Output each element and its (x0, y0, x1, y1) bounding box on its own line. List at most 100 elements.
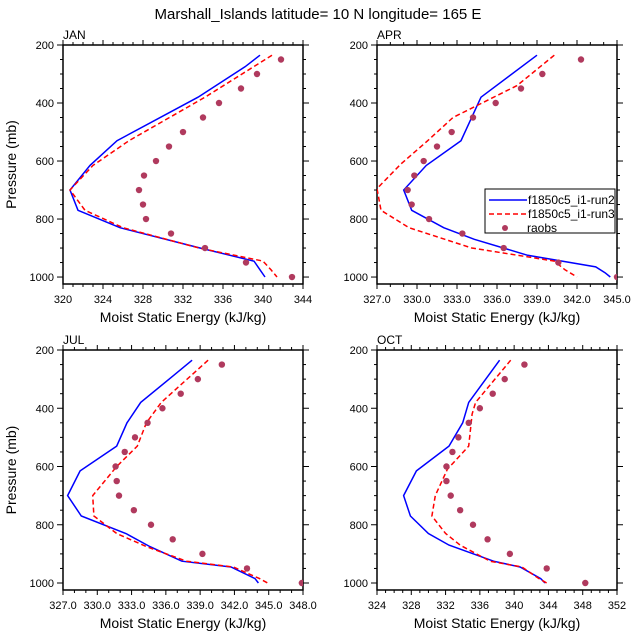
raobs-point (448, 128, 455, 136)
line-f1850c5_i1-run2 (66, 359, 259, 584)
y-tick-label: 400 (350, 403, 368, 415)
y-axis-label: Pressure (mb) (3, 120, 19, 209)
raobs-point (582, 579, 589, 587)
y-tick-label: 1000 (30, 578, 54, 590)
raobs-point (112, 463, 119, 470)
raobs-point (179, 128, 187, 136)
figure-title: Marshall_Islands latitude= 10 N longitud… (155, 6, 482, 23)
y-tick-label: 400 (36, 403, 54, 415)
y-tick-label: 400 (350, 98, 368, 110)
x-tick-label: 332 (174, 294, 192, 306)
series-raobs (404, 56, 617, 281)
raobs-point (165, 143, 173, 150)
legend-label: raobs (527, 221, 557, 235)
raobs-point (277, 56, 285, 63)
raobs-point (152, 157, 160, 165)
raobs-point (199, 550, 206, 558)
x-tick-label: 336 (214, 294, 232, 306)
raobs-point (543, 565, 550, 572)
raobs-point (159, 405, 166, 412)
x-tick-label: 333.0 (118, 600, 146, 612)
y-axis-label: Pressure (mb) (3, 426, 19, 515)
raobs-point (500, 244, 507, 252)
raobs-point (140, 172, 148, 179)
line-f1850c5_i1-run2 (69, 54, 266, 278)
raobs-point (447, 492, 454, 499)
x-tick-label: 344 (294, 294, 312, 306)
raobs-point (253, 70, 261, 78)
x-tick-label: 342.0 (221, 600, 249, 612)
y-tick-label: 1000 (344, 272, 368, 284)
y-tick-label: 600 (350, 156, 368, 168)
raobs-point (411, 172, 418, 179)
raobs-point (139, 201, 147, 208)
plot-frame (376, 44, 618, 285)
raobs-point (237, 85, 245, 92)
panel-label: JAN (63, 28, 86, 42)
x-tick-label: 324 (94, 294, 112, 306)
legend-label: f1850c5_i1-run3 (528, 207, 615, 221)
x-tick-label: 345.0 (603, 294, 631, 306)
x-tick-label: 333.0 (443, 294, 471, 306)
raobs-point (199, 114, 207, 121)
x-axis-label: Moist Static Energy (kJ/kg) (414, 615, 581, 631)
y-tick-label: 200 (350, 40, 368, 52)
x-tick-label: 327.0 (49, 600, 77, 612)
raobs-point (613, 273, 617, 281)
plot-frame (62, 349, 304, 591)
panel-jul: JUL 327.0 330.0 333.0 336.0 339.0 342.0 345.0 34… (3, 333, 317, 631)
raobs-point (113, 477, 120, 485)
raobs-point (484, 536, 491, 543)
y-tick-label: 200 (36, 40, 54, 52)
raobs-point (288, 273, 296, 281)
raobs-point (215, 99, 223, 107)
raobs-point (142, 215, 150, 223)
raobs-point (242, 259, 250, 266)
y-tick-label: 800 (36, 214, 54, 226)
raobs-point (577, 56, 585, 63)
raobs-point (169, 536, 176, 543)
raobs-point (194, 375, 202, 383)
x-axis-label: Moist Static Energy (kJ/kg) (414, 309, 581, 325)
y-tick-label: 800 (36, 520, 54, 532)
x-tick-label: 327.0 (363, 294, 391, 306)
x-tick-label: 348 (574, 600, 592, 612)
line-f1850c5_i1-run2 (402, 54, 611, 278)
raobs-point (459, 230, 466, 237)
series-f1850c5_i1-run2 (66, 359, 259, 584)
y-tick-label: 400 (36, 98, 54, 110)
plot-frame (62, 44, 304, 285)
raobs-point (469, 114, 477, 121)
raobs-point (147, 521, 155, 528)
x-tick-label: 345.0 (255, 600, 283, 612)
y-tick-label: 1000 (344, 578, 368, 590)
x-tick-label: 328 (134, 294, 152, 306)
raobs-point (555, 259, 562, 266)
panel-apr: APR 327.0 330.0 333.0 336.0 339.0 342.0 345.0 20… (344, 28, 631, 325)
raobs-point (131, 434, 139, 441)
raobs-point (408, 201, 415, 208)
series-f1850c5_i1-run2 (402, 359, 546, 584)
panel-label: OCT (377, 333, 403, 347)
raobs-point (443, 463, 450, 470)
y-tick-label: 200 (350, 345, 368, 357)
panels: JAN 320 324 328 332 336 340 344 200 400 600 800 1000… (3, 28, 631, 631)
x-tick-label: 320 (54, 294, 72, 306)
raobs-point (501, 375, 508, 383)
raobs-point (476, 405, 484, 412)
x-tick-label: 336 (471, 600, 489, 612)
legend-marker-raobs (502, 225, 508, 231)
x-tick-label: 352 (608, 600, 626, 612)
raobs-point (443, 477, 450, 485)
raobs-point (456, 506, 464, 514)
x-tick-label: 324 (368, 600, 386, 612)
series-f1850c5_i1-run2 (69, 54, 266, 278)
series-raobs (135, 56, 296, 281)
raobs-point (201, 244, 209, 252)
x-tick-label: 330.0 (84, 600, 112, 612)
raobs-point (517, 85, 525, 92)
raobs-point (135, 186, 143, 194)
x-axis-label: Moist Static Energy (kJ/kg) (100, 615, 267, 631)
series-f1850c5_i1-run3 (377, 54, 578, 278)
